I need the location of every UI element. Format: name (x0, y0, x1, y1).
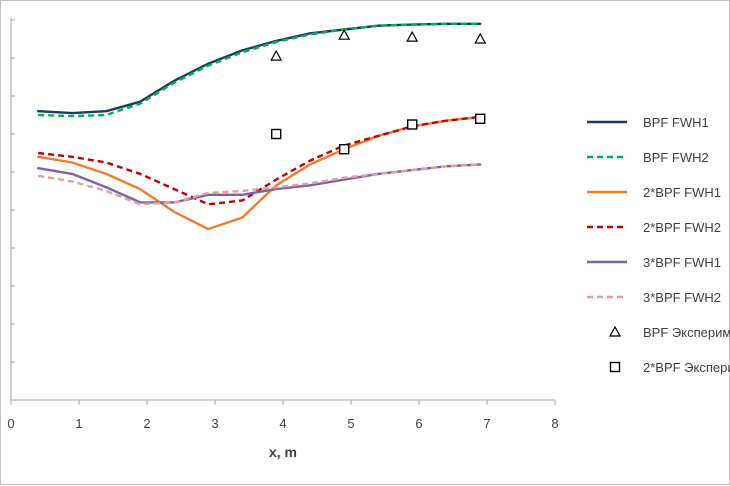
data-point-square (407, 119, 418, 130)
series-line-2 (37, 115, 482, 231)
legend-label: BPF FWH2 (643, 150, 709, 165)
legend-item: BPF Эксперимент (585, 322, 730, 342)
legend-item: BPF FWH1 (585, 112, 730, 132)
legend-item: BPF FWH2 (585, 147, 730, 167)
series-line-1 (38, 22, 481, 118)
x-tick-label: 5 (347, 416, 354, 431)
legend-swatch (587, 260, 627, 264)
data-point-triangle (270, 49, 283, 61)
legend-label: 2*BPF FWH2 (643, 220, 722, 235)
legend-swatch (587, 190, 627, 194)
data-point-square (271, 128, 282, 140)
legend-swatch (587, 225, 627, 229)
series-line-3 (38, 115, 481, 206)
x-tick-label: 1 (75, 416, 82, 431)
x-tick-label: 3 (211, 416, 218, 431)
legend-label: 3*BPF FWH2 (643, 290, 722, 305)
data-point-square (339, 143, 350, 155)
legend-item: 2*BPF Эксперимент (585, 357, 730, 377)
legend-swatch (587, 120, 627, 124)
x-tick-label: 2 (143, 416, 150, 431)
x-tick-label: 4 (279, 416, 286, 431)
legend-swatch (587, 295, 627, 299)
legend-item: 3*BPF FWH2 (585, 287, 730, 307)
x-tick-label: 7 (483, 416, 490, 431)
data-point-square (475, 113, 486, 125)
legend-label: 2*BPF FWH1 (643, 185, 722, 200)
data-point-triangle (474, 32, 487, 44)
legend-marker (609, 361, 621, 373)
legend-item: 2*BPF FWH1 (585, 182, 730, 202)
legend-label: 2*BPF Эксперимент (643, 360, 730, 375)
data-point-triangle (338, 28, 351, 40)
x-tick-label: 6 (415, 416, 422, 431)
legend-item: 3*BPF FWH1 (585, 252, 730, 272)
legend-label: BPF Эксперимент (643, 325, 730, 340)
x-tick-label: 8 (551, 416, 558, 431)
legend-swatch (608, 325, 622, 337)
legend-label: BPF FWH1 (643, 115, 709, 130)
x-axis-label: x, m (269, 444, 297, 460)
series-line-5 (38, 163, 481, 206)
legend-swatch (587, 155, 627, 159)
legend-label: 3*BPF FWH1 (643, 255, 722, 270)
legend-swatch (609, 361, 621, 373)
data-point-triangle (406, 30, 419, 42)
legend-marker (608, 325, 622, 337)
x-tick-label: 0 (7, 416, 14, 431)
legend-item: 2*BPF FWH2 (585, 217, 730, 237)
